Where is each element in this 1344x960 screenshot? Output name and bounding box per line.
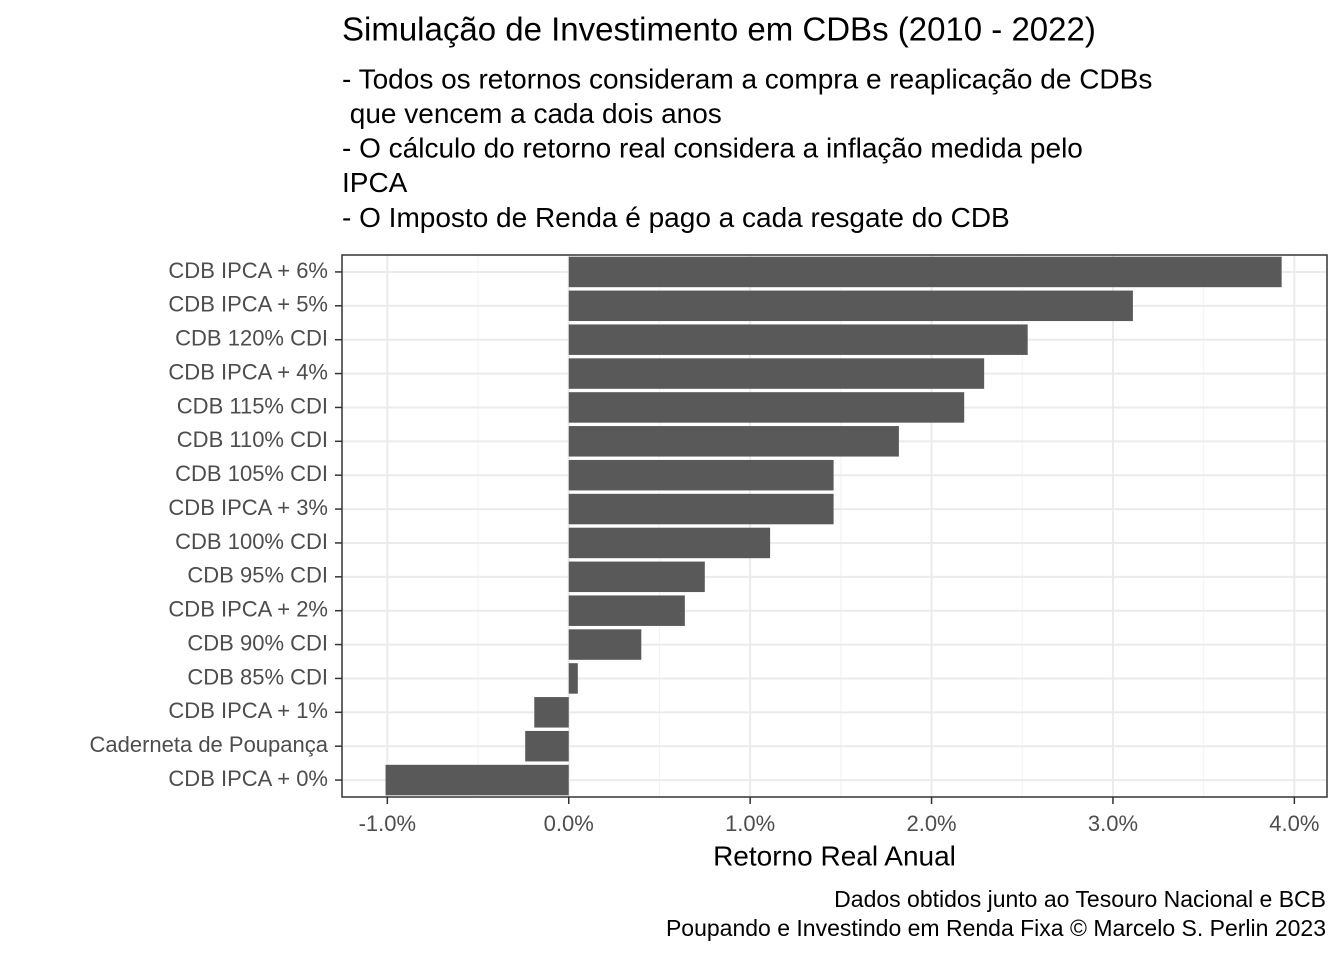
panel-border	[341, 254, 1328, 798]
y-tick-label: CDB IPCA + 5%	[168, 292, 328, 317]
y-tick-label: CDB IPCA + 0%	[168, 766, 328, 791]
y-tick-label: CDB 120% CDI	[175, 326, 328, 351]
bar	[568, 629, 642, 660]
x-tick-label: -1.0%	[359, 811, 416, 836]
x-axis-label: Retorno Real Anual	[713, 840, 956, 871]
caption-line: Poupando e Investindo em Renda Fixa © Ma…	[666, 915, 1326, 941]
y-tick-label: CDB IPCA + 6%	[168, 258, 328, 283]
bar	[568, 324, 1028, 355]
x-tick-label: 3.0%	[1088, 811, 1138, 836]
bar	[568, 392, 965, 423]
y-tick-label: CDB 105% CDI	[175, 461, 328, 486]
bar	[568, 561, 705, 593]
caption-line: Dados obtidos junto ao Tesouro Nacional …	[834, 886, 1326, 912]
chart-title: Simulação de Investimento em CDBs (2010 …	[342, 11, 1096, 48]
subtitle-line: que vencem a cada dois anos	[342, 98, 722, 129]
subtitle-line: IPCA	[342, 167, 408, 198]
y-tick-label: CDB 100% CDI	[175, 529, 328, 554]
bar	[568, 595, 685, 626]
bar	[568, 426, 899, 457]
subtitle-line: - O Imposto de Renda é pago a cada resga…	[342, 202, 1010, 233]
y-tick-label: CDB 110% CDI	[177, 427, 328, 452]
x-tick-label: 0.0%	[544, 811, 594, 836]
x-tick-label: 2.0%	[906, 811, 956, 836]
y-tick-label: CDB 95% CDI	[187, 563, 328, 588]
subtitle-line: - O cálculo do retorno real considera a …	[342, 133, 1083, 164]
x-tick-label: 1.0%	[725, 811, 775, 836]
bar	[568, 459, 834, 491]
bar	[534, 697, 569, 728]
y-tick-label: CDB 90% CDI	[187, 630, 328, 655]
subtitle-line: - Todos os retornos consideram a compra …	[342, 63, 1152, 94]
bar	[568, 493, 834, 525]
x-tick-label: 4.0%	[1269, 811, 1319, 836]
y-tick-label: CDB IPCA + 3%	[168, 495, 328, 520]
y-tick-label: CDB IPCA + 1%	[168, 698, 328, 723]
bar	[568, 290, 1133, 322]
y-tick-label: CDB IPCA + 4%	[168, 359, 328, 384]
y-tick-label: CDB 115% CDI	[177, 393, 328, 418]
bar	[525, 730, 569, 762]
bar	[568, 358, 985, 389]
y-tick-label: Caderneta de Poupança	[89, 732, 328, 757]
bar	[568, 663, 578, 694]
bar	[568, 527, 771, 559]
y-tick-label: CDB IPCA + 2%	[168, 597, 328, 622]
bar	[568, 256, 1282, 288]
bar	[385, 764, 569, 796]
y-tick-label: CDB 85% CDI	[187, 664, 328, 689]
